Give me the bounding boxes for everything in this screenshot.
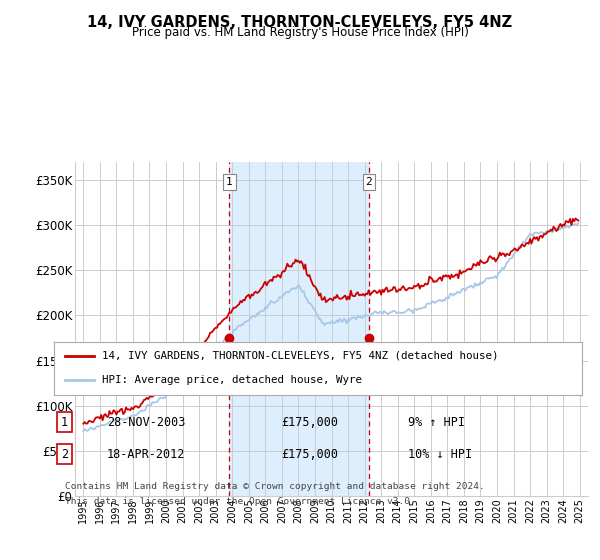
Text: HPI: Average price, detached house, Wyre: HPI: Average price, detached house, Wyre [101, 375, 362, 385]
Text: 1: 1 [226, 177, 233, 187]
Text: 9% ↑ HPI: 9% ↑ HPI [408, 416, 465, 429]
Text: 28-NOV-2003: 28-NOV-2003 [107, 416, 185, 429]
Bar [229, 162, 369, 496]
Text: Price paid vs. HM Land Registry's House Price Index (HPI): Price paid vs. HM Land Registry's House … [131, 26, 469, 39]
Text: 2: 2 [61, 448, 68, 461]
Text: £175,000: £175,000 [281, 448, 338, 461]
Text: 10% ↓ HPI: 10% ↓ HPI [408, 448, 472, 461]
Text: 18-APR-2012: 18-APR-2012 [107, 448, 185, 461]
Text: 14, IVY GARDENS, THORNTON-CLEVELEYS, FY5 4NZ (detached house): 14, IVY GARDENS, THORNTON-CLEVELEYS, FY5… [101, 351, 498, 361]
Text: 1: 1 [61, 416, 68, 429]
Text: 14, IVY GARDENS, THORNTON-CLEVELEYS, FY5 4NZ: 14, IVY GARDENS, THORNTON-CLEVELEYS, FY5… [88, 15, 512, 30]
Text: This data is licensed under the Open Government Licence v3.0.: This data is licensed under the Open Gov… [65, 497, 415, 506]
Text: 2: 2 [365, 177, 372, 187]
Text: £175,000: £175,000 [281, 416, 338, 429]
Text: Contains HM Land Registry data © Crown copyright and database right 2024.: Contains HM Land Registry data © Crown c… [65, 482, 484, 491]
